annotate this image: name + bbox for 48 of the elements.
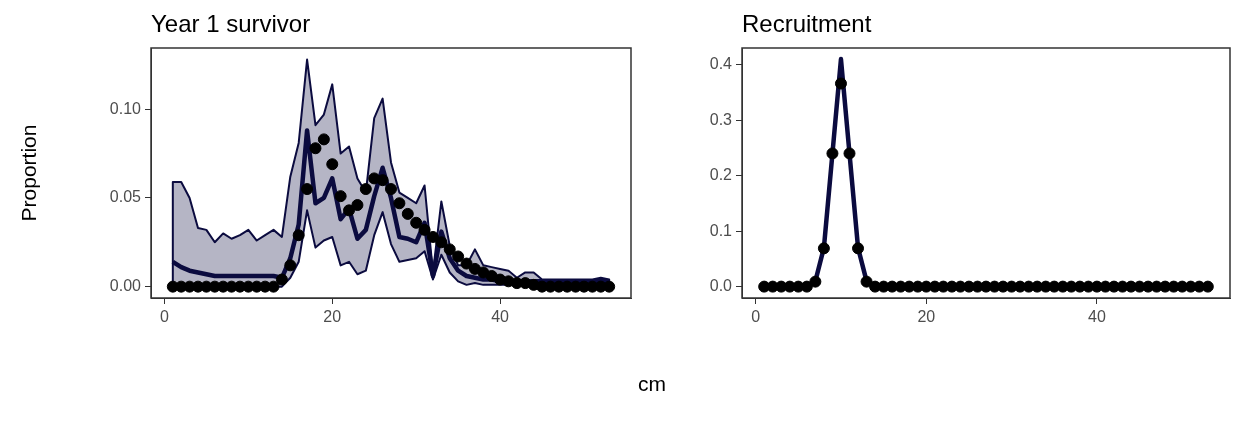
y-tick-label: 0.1 xyxy=(709,221,733,239)
point xyxy=(351,199,364,212)
y-tick-label: 0.2 xyxy=(709,166,733,184)
point xyxy=(834,77,847,90)
point xyxy=(817,242,830,255)
point xyxy=(401,207,414,220)
point xyxy=(852,242,865,255)
point xyxy=(359,183,372,196)
point xyxy=(393,197,406,210)
point xyxy=(410,216,423,229)
point xyxy=(809,275,822,288)
y-tick-label: 0.05 xyxy=(109,188,142,206)
chart-title: Year 1 survivor xyxy=(151,10,311,37)
point xyxy=(452,250,465,263)
point xyxy=(426,230,439,243)
point xyxy=(435,236,448,249)
point xyxy=(860,275,873,288)
x-tick-label: 40 xyxy=(491,308,510,326)
point xyxy=(284,259,297,272)
point xyxy=(376,174,389,187)
point xyxy=(343,204,356,217)
y-tick-label: 0.00 xyxy=(109,277,142,295)
y-tick-label: 0.0 xyxy=(709,277,733,295)
x-tick-label: 0 xyxy=(159,308,169,326)
point xyxy=(317,133,330,146)
point xyxy=(309,142,322,155)
point xyxy=(385,183,397,196)
x-axis-title: cm xyxy=(637,372,667,396)
x-tick-label: 20 xyxy=(323,308,342,326)
x-tick-label: 20 xyxy=(917,308,936,326)
point xyxy=(443,243,456,256)
point xyxy=(826,147,839,160)
y-axis-title: Proportion xyxy=(16,124,40,222)
point xyxy=(326,158,339,171)
point xyxy=(418,223,431,236)
point xyxy=(292,229,305,242)
point xyxy=(468,262,481,275)
y-tick-label: 0.10 xyxy=(109,99,142,117)
point xyxy=(275,273,288,286)
point xyxy=(334,190,347,203)
chart-title: Recruitment xyxy=(742,10,872,37)
x-tick-label: 0 xyxy=(751,308,761,326)
point xyxy=(460,257,473,270)
point xyxy=(301,183,314,196)
y-tick-label: 0.3 xyxy=(709,110,733,128)
y-tick-label: 0.4 xyxy=(709,55,733,73)
point xyxy=(843,147,856,160)
x-tick-label: 40 xyxy=(1088,308,1106,326)
